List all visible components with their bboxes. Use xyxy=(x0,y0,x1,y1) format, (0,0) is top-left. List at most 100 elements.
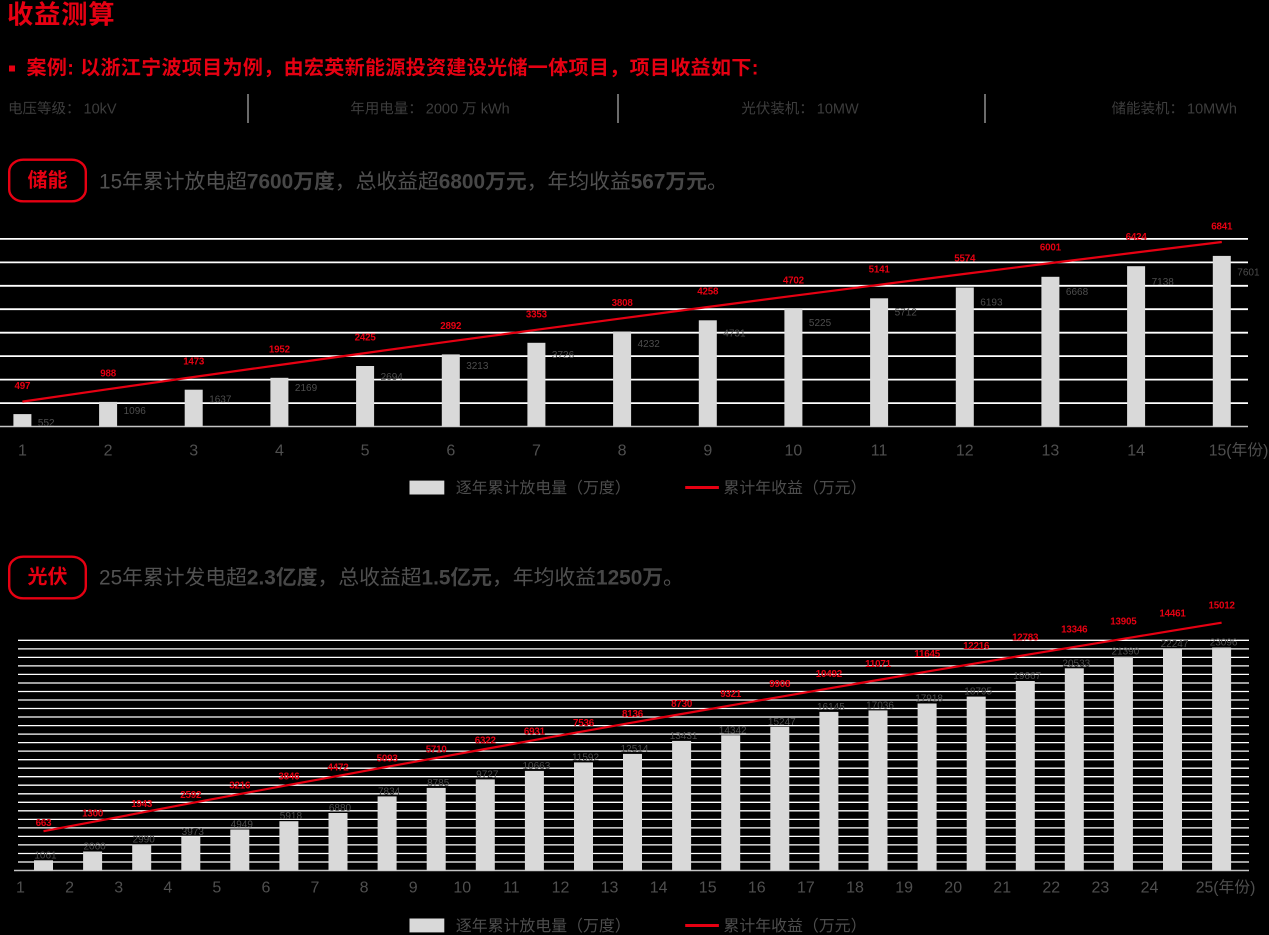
svg-text:2592: 2592 xyxy=(180,790,202,801)
svg-text:13: 13 xyxy=(601,880,619,897)
svg-text:7600: 7600 xyxy=(247,171,293,194)
svg-text:4232: 4232 xyxy=(638,339,661,350)
svg-text:23096: 23096 xyxy=(1210,638,1238,649)
svg-text:5712: 5712 xyxy=(895,308,918,319)
svg-text:15012: 15012 xyxy=(1208,600,1235,611)
svg-text:12514: 12514 xyxy=(621,744,649,755)
svg-text:7: 7 xyxy=(532,442,541,459)
svg-text:3808: 3808 xyxy=(612,298,634,309)
svg-text:17918: 17918 xyxy=(915,694,943,705)
svg-text:16: 16 xyxy=(748,880,766,897)
svg-text:20533: 20533 xyxy=(1062,658,1090,669)
svg-text:13346: 13346 xyxy=(1061,625,1088,636)
svg-text:1952: 1952 xyxy=(269,345,291,356)
svg-text:15: 15 xyxy=(99,171,122,194)
svg-text:5225: 5225 xyxy=(809,318,832,329)
svg-text:7834: 7834 xyxy=(378,786,401,797)
svg-text:7: 7 xyxy=(311,880,320,897)
svg-text:21390: 21390 xyxy=(1111,647,1139,658)
svg-text:19: 19 xyxy=(895,880,913,897)
svg-text:6800: 6800 xyxy=(439,171,485,194)
svg-text:8136: 8136 xyxy=(622,709,644,720)
svg-text:6668: 6668 xyxy=(1066,287,1089,298)
svg-text:4731: 4731 xyxy=(723,329,746,340)
svg-text:12216: 12216 xyxy=(963,641,990,652)
svg-text:24: 24 xyxy=(1141,880,1159,897)
svg-text:1.5: 1.5 xyxy=(422,567,451,590)
svg-text:11: 11 xyxy=(871,442,888,459)
svg-text:6001: 6001 xyxy=(1040,243,1062,254)
svg-text:11071: 11071 xyxy=(865,659,891,670)
svg-text:16145: 16145 xyxy=(817,702,845,713)
svg-text:5710: 5710 xyxy=(426,745,448,756)
svg-text:15247: 15247 xyxy=(768,717,796,728)
svg-text:9: 9 xyxy=(703,442,712,459)
svg-text:11645: 11645 xyxy=(914,649,940,660)
svg-text:4: 4 xyxy=(275,442,284,459)
svg-text:21: 21 xyxy=(993,880,1011,897)
svg-text:13: 13 xyxy=(1042,442,1060,459)
svg-text:988: 988 xyxy=(100,369,116,380)
svg-text:12783: 12783 xyxy=(1012,633,1039,644)
svg-text:1: 1 xyxy=(18,442,27,459)
svg-text:13431: 13431 xyxy=(670,731,698,742)
svg-text:kWh: kWh xyxy=(481,101,510,117)
svg-text:10663: 10663 xyxy=(522,761,550,772)
svg-text:(: ( xyxy=(1213,880,1219,897)
svg-text:567: 567 xyxy=(631,171,666,194)
svg-text:10: 10 xyxy=(453,880,471,897)
svg-text:7536: 7536 xyxy=(573,718,595,729)
svg-text:6193: 6193 xyxy=(980,297,1003,308)
svg-text:7601: 7601 xyxy=(1237,267,1260,278)
svg-text:18: 18 xyxy=(846,880,864,897)
svg-text:3216: 3216 xyxy=(229,781,251,792)
svg-text:12: 12 xyxy=(956,442,974,459)
svg-text:6880: 6880 xyxy=(329,803,352,814)
svg-text:1473: 1473 xyxy=(183,357,205,368)
svg-text:17: 17 xyxy=(797,880,815,897)
svg-text:3973: 3973 xyxy=(182,827,205,838)
svg-text:2: 2 xyxy=(65,880,74,897)
svg-text:14342: 14342 xyxy=(719,725,747,736)
svg-text::: : xyxy=(752,58,759,80)
svg-text:7138: 7138 xyxy=(1152,277,1175,288)
svg-text:15: 15 xyxy=(1209,442,1227,459)
svg-text:3846: 3846 xyxy=(278,772,300,783)
svg-text:2: 2 xyxy=(104,442,113,459)
svg-text:13905: 13905 xyxy=(1110,616,1137,627)
svg-text:552: 552 xyxy=(38,418,55,429)
svg-text:2060: 2060 xyxy=(83,842,106,853)
svg-text:9321: 9321 xyxy=(720,689,742,700)
svg-text:6841: 6841 xyxy=(1211,222,1233,233)
svg-text:6: 6 xyxy=(261,880,270,897)
svg-text:9727: 9727 xyxy=(476,769,499,780)
svg-text:8: 8 xyxy=(618,442,627,459)
svg-text:4702: 4702 xyxy=(783,275,805,286)
svg-text:3: 3 xyxy=(114,880,123,897)
svg-text:19667: 19667 xyxy=(1013,671,1041,682)
svg-text:2990: 2990 xyxy=(133,835,156,846)
svg-text:9908: 9908 xyxy=(769,679,791,690)
svg-text:5918: 5918 xyxy=(280,811,303,822)
svg-text:1300: 1300 xyxy=(82,809,104,820)
svg-text:663: 663 xyxy=(36,818,52,829)
svg-text:14: 14 xyxy=(1127,442,1145,459)
svg-text:9: 9 xyxy=(409,880,418,897)
svg-text:25: 25 xyxy=(99,567,122,590)
svg-text:14461: 14461 xyxy=(1159,608,1186,619)
svg-text:2425: 2425 xyxy=(355,333,377,344)
svg-text:6322: 6322 xyxy=(475,736,497,747)
svg-text:1096: 1096 xyxy=(124,406,147,417)
svg-text:1943: 1943 xyxy=(131,799,153,810)
svg-text:1061: 1061 xyxy=(34,850,57,861)
svg-text:5574: 5574 xyxy=(954,253,976,264)
svg-text:3: 3 xyxy=(189,442,198,459)
svg-text:6931: 6931 xyxy=(524,727,546,738)
svg-text:25: 25 xyxy=(1196,880,1214,897)
svg-text:10kV: 10kV xyxy=(84,101,117,117)
svg-text:8785: 8785 xyxy=(427,778,450,789)
svg-text:4949: 4949 xyxy=(231,820,254,831)
svg-text:3213: 3213 xyxy=(466,361,489,372)
svg-text:18795: 18795 xyxy=(964,687,992,698)
svg-text:4258: 4258 xyxy=(697,287,719,298)
